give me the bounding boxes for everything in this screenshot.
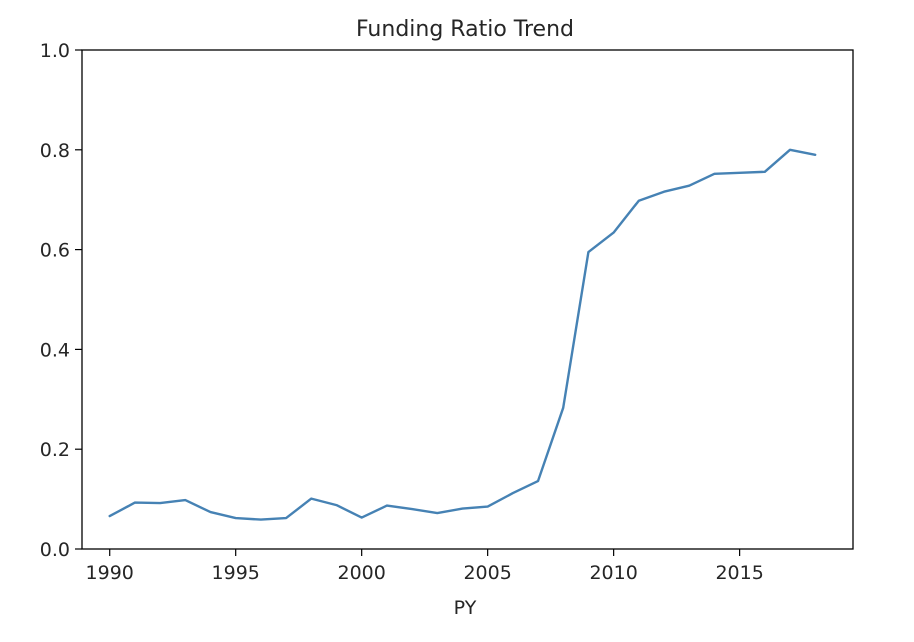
y-tick-label: 0.6	[40, 240, 70, 262]
x-tick-label: 2005	[463, 562, 511, 584]
x-tick-label: 2010	[589, 562, 637, 584]
funding-ratio-line	[108, 148, 817, 521]
chart-title: Funding Ratio Trend	[356, 17, 574, 42]
x-axis-label: PY	[454, 597, 477, 619]
y-tick-label: 1.0	[40, 40, 70, 62]
y-axis-ticks: 0.0 0.2 0.4 0.6 0.8 1.0	[40, 40, 82, 561]
x-axis-ticks: 1990 1995 2000 2005 2010 2015	[86, 549, 764, 584]
x-tick-label: 1995	[212, 562, 260, 584]
y-tick-label: 0.2	[40, 439, 70, 461]
x-tick-label: 1990	[86, 562, 134, 584]
plot-area-frame	[81, 49, 854, 550]
y-tick-label: 0.0	[40, 539, 70, 561]
y-tick-label: 0.4	[40, 339, 70, 361]
x-tick-label: 2000	[337, 562, 385, 584]
x-tick-label: 2015	[715, 562, 763, 584]
y-tick-label: 0.8	[40, 140, 70, 162]
